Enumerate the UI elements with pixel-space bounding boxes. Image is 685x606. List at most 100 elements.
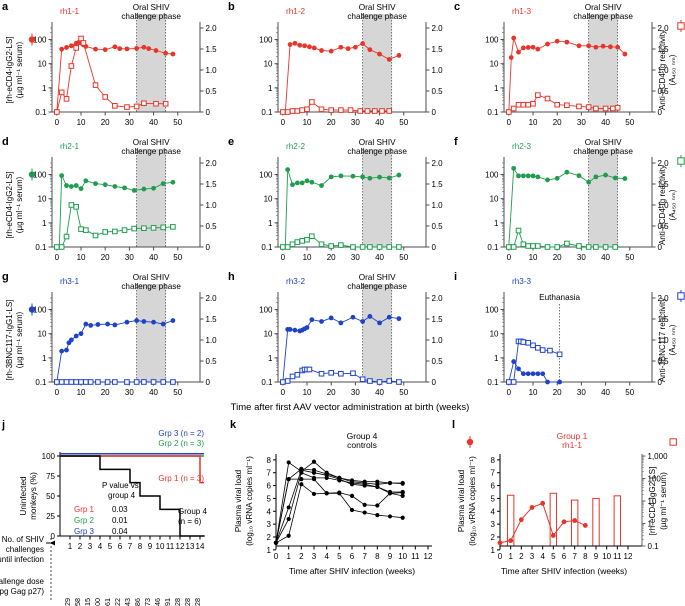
x-tick-label: 40: [375, 118, 384, 127]
panel-letter-g: g: [2, 271, 9, 283]
x-tick-label: 10: [529, 388, 538, 397]
legend-key-open-square: [677, 157, 685, 165]
data-point-reactivity: [564, 102, 570, 109]
legend-key-filled-circle: [28, 171, 36, 178]
data-point-concentration: [153, 48, 159, 53]
x-tick-label: 50: [625, 118, 634, 127]
y-tick-label-left: 100: [33, 306, 47, 315]
data-point-concentration: [307, 44, 312, 50]
data-point-viral-load: [375, 484, 380, 489]
data-point-viral-load: [387, 491, 393, 496]
data-point-reactivity: [294, 108, 301, 114]
animal-id-label: rh1-1: [60, 7, 80, 16]
data-point-reactivity: [593, 105, 599, 112]
data-point-concentration: [520, 45, 526, 51]
y-tick-label-left: 10: [264, 330, 273, 339]
data-point-reactivity: [83, 379, 89, 385]
data-point-concentration: [93, 46, 98, 52]
data-point-reactivity: [294, 371, 301, 378]
y-axis-title-left-line2: (µg ml⁻¹ serum): [15, 41, 24, 98]
y-tick-label-right: 0.5: [658, 87, 670, 96]
data-point-concentration: [525, 45, 531, 50]
data-point-reactivity: [150, 379, 157, 385]
data-point-concentration: [525, 173, 531, 179]
data-point-concentration: [516, 49, 521, 55]
y-tick-label-k: 6: [267, 482, 272, 491]
y-tick-label-right: 0.5: [432, 357, 444, 366]
data-point-reactivity: [304, 236, 310, 243]
y-axis-title-right-line2: (A₄₅₀ ₙₘ): [668, 189, 677, 220]
x-tick-label: 40: [375, 388, 384, 397]
dose-value-1: 129: [63, 598, 72, 606]
data-point-concentration: [511, 165, 517, 171]
data-point-viral-load-l: [572, 518, 578, 523]
x-tick-label-j: 4: [98, 542, 103, 551]
panel-letter-l: l: [452, 419, 456, 431]
data-point-concentration: [386, 175, 392, 181]
challenge-phase-shading: [136, 284, 166, 382]
panel-letter-e: e: [228, 136, 235, 148]
y-axis-title-right-line2: (A₄₅₀ ₙₘ): [668, 324, 677, 355]
data-point-reactivity: [153, 100, 159, 107]
dose-value-5: 2,061: [103, 598, 112, 606]
y-tick-label-left: 0.1: [35, 243, 47, 252]
data-point-concentration: [124, 319, 130, 325]
panel-letter-a: a: [2, 1, 9, 13]
data-point-reactivity: [68, 63, 75, 69]
panel-l-title-line2: rh1-1: [562, 440, 582, 450]
data-point-concentration: [612, 175, 618, 181]
data-point-concentration: [530, 371, 536, 377]
data-point-reactivity: [602, 105, 609, 112]
data-point-reactivity: [359, 376, 366, 383]
data-point-reactivity: [160, 379, 167, 385]
data-point-reactivity: [80, 40, 87, 46]
x-tick-label: 50: [399, 388, 408, 397]
x-tick-label: 0: [281, 118, 286, 127]
data-point-concentration: [141, 44, 147, 50]
y-axis-title-right-line2: (A₄₅₀ ₙₘ): [668, 54, 677, 85]
data-point-reactivity: [544, 95, 551, 102]
y-axis-title-left-line1: [rh-eCD4-IgG2-LS]: [5, 36, 14, 103]
x-tick-label: 50: [625, 253, 634, 262]
y-tick-label-right: 0.5: [206, 87, 218, 96]
data-point-reactivity: [535, 92, 541, 98]
data-point-viral-load: [311, 459, 317, 464]
dose-caption-j-line2: (pg Gag p27): [0, 587, 44, 596]
data-point-concentration: [360, 174, 366, 180]
y-tick-label-j: 50: [46, 492, 55, 501]
dose-caption-j-line1: Challenge dose: [0, 577, 45, 586]
data-point-concentration: [287, 327, 293, 332]
x-tick-label-l: 1: [508, 552, 513, 561]
data-point-reactivity: [350, 244, 356, 250]
data-point-concentration: [530, 173, 536, 179]
x-tick-label-l: 0: [498, 552, 503, 561]
data-point-concentration: [68, 337, 74, 343]
x-tick-label: 30: [125, 253, 134, 262]
data-point-concentration: [141, 319, 147, 324]
data-point-concentration: [377, 174, 382, 180]
animal-id-label: rh2-1: [60, 142, 80, 151]
data-point-concentration: [319, 183, 324, 188]
dose-value-7: 8,243: [123, 598, 132, 606]
x-tick-label: 30: [125, 388, 134, 397]
y-axis-title-right-line1: Anti-3BNC117 reactivity: [658, 298, 667, 382]
data-point-reactivity: [556, 351, 563, 358]
pvalue-value-3: 0.04: [112, 527, 128, 536]
y-tick-label-k: 1: [267, 546, 272, 555]
x-tick-label-k: 7: [362, 552, 367, 561]
data-point-concentration: [564, 169, 570, 175]
y-axis-title-left-line2: (µg ml⁻¹ serum): [15, 176, 24, 233]
y-tick-label-l: 4: [491, 507, 496, 516]
data-point-reactivity: [328, 370, 335, 376]
x-tick-label-l: 6: [562, 552, 567, 561]
data-point-reactivity: [92, 82, 99, 88]
data-point-concentration: [59, 46, 65, 52]
y-tick-label-right: 0.5: [658, 222, 670, 231]
panel-letter-h: h: [228, 271, 235, 283]
data-point-concentration: [299, 180, 305, 186]
challenge-phase-shading: [136, 14, 166, 112]
y-tick-label-right: 1.0: [658, 66, 670, 75]
x-tick-label: 0: [281, 388, 286, 397]
